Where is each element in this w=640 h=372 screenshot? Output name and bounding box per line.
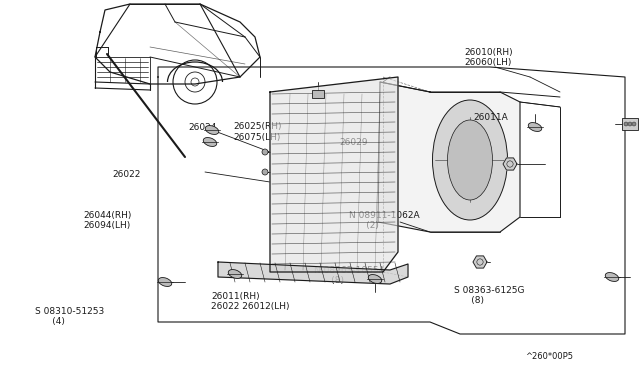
Bar [622,118,638,130]
Ellipse shape [204,138,217,147]
Text: 26011(RH)
26022 26012(LH): 26011(RH) 26022 26012(LH) [211,292,290,311]
Polygon shape [473,256,487,268]
Ellipse shape [205,125,219,134]
Bar [312,90,324,98]
Circle shape [632,122,636,126]
Ellipse shape [433,100,508,220]
Circle shape [262,149,268,155]
Ellipse shape [447,120,493,200]
Ellipse shape [228,270,242,279]
Text: S 08363-6125G
      (8): S 08363-6125G (8) [454,286,525,305]
Polygon shape [270,77,398,272]
Text: ^260*00P5: ^260*00P5 [525,352,573,361]
Polygon shape [378,82,520,232]
Text: 26024: 26024 [189,123,217,132]
Text: 26025(RH)
26075(LH): 26025(RH) 26075(LH) [234,122,282,142]
Text: N 08911-1062A
      (2): N 08911-1062A (2) [349,211,419,230]
Circle shape [628,122,632,126]
Polygon shape [503,158,517,170]
Ellipse shape [605,273,619,282]
Circle shape [262,169,268,175]
Text: 26010(RH)
26060(LH): 26010(RH) 26060(LH) [464,48,513,67]
Text: S 08310-51253
      (4): S 08310-51253 (4) [35,307,104,326]
Text: 26022: 26022 [112,170,140,179]
Text: 26011A: 26011A [474,113,508,122]
Ellipse shape [528,122,541,131]
Text: 26044(RH)
26094(LH): 26044(RH) 26094(LH) [83,211,132,230]
Polygon shape [218,262,408,284]
Text: N 08963-1055A
      (8): N 08963-1055A (8) [314,266,385,285]
Text: 26029: 26029 [339,138,368,147]
Circle shape [624,122,628,126]
Ellipse shape [158,278,172,286]
Ellipse shape [368,275,381,283]
